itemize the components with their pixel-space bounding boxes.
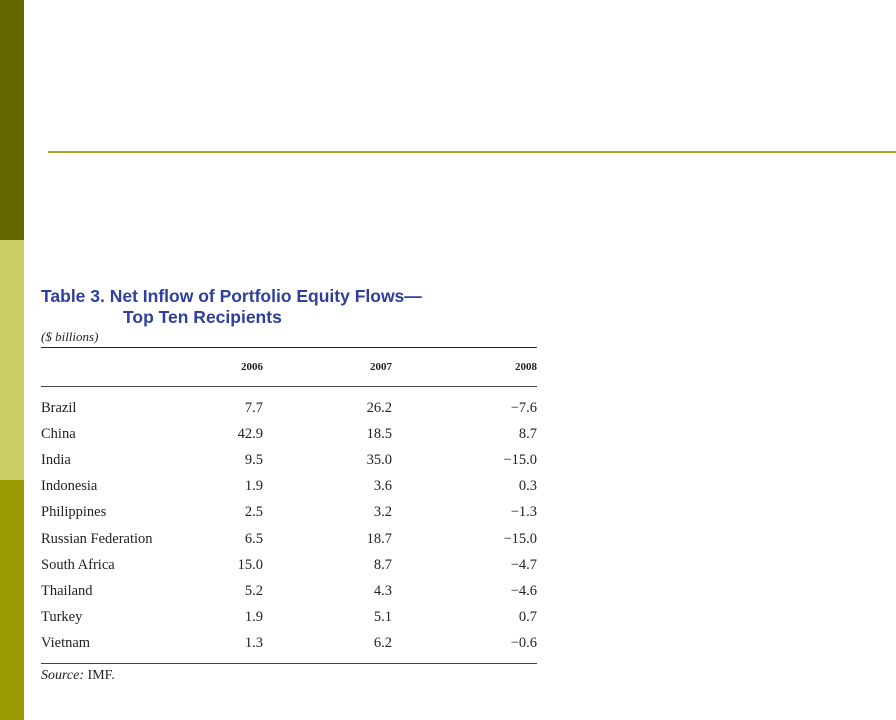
value-2007-cell: 8.7 xyxy=(373,556,392,573)
table-title-line2: Top Ten Recipients xyxy=(123,307,282,327)
value-2007-cell: 3.2 xyxy=(373,504,392,521)
table-row: Thailand 5.2 4.3 −4.6 xyxy=(41,578,537,604)
value-2006-cell: 1.9 xyxy=(244,478,263,495)
value-2008-cell: −4.6 xyxy=(510,582,537,599)
value-2007-cell: 26.2 xyxy=(366,399,392,416)
value-2008-cell: −4.7 xyxy=(510,556,537,573)
value-2008-cell: −15.0 xyxy=(503,451,537,468)
table-title: Table 3. Net Inflow of Portfolio Equity … xyxy=(41,286,537,328)
value-2006-cell: 2.5 xyxy=(244,504,263,521)
table-units: ($ billions) xyxy=(41,329,99,344)
value-2006-cell: 15.0 xyxy=(237,556,263,573)
data-table: Brazil 7.7 26.2 −7.6 China 42.9 18.5 8.7 India 9.… xyxy=(41,395,537,657)
country-cell: Brazil xyxy=(41,399,77,416)
country-cell: India xyxy=(41,451,71,468)
country-cell: Vietnam xyxy=(41,635,91,652)
value-2006-cell: 42.9 xyxy=(237,425,263,442)
value-2007-cell: 18.5 xyxy=(366,425,392,442)
table-row: South Africa 15.0 8.7 −4.7 xyxy=(41,552,537,578)
table-row: India 9.5 35.0 −15.0 xyxy=(41,447,537,473)
value-2007-cell: 35.0 xyxy=(366,451,392,468)
sidebar-accent-top xyxy=(0,0,24,240)
country-cell: China xyxy=(41,425,76,442)
table-header-row: 2006 2007 2008 xyxy=(41,348,537,386)
table-top-rule xyxy=(41,347,537,348)
table-row: Philippines 2.5 3.2 −1.3 xyxy=(41,500,537,526)
column-header-2007: 2007 xyxy=(370,361,392,373)
value-2008-cell: 8.7 xyxy=(518,425,537,442)
country-cell: Indonesia xyxy=(41,478,98,495)
source-label: Source: xyxy=(41,667,85,683)
country-cell: Turkey xyxy=(41,609,83,626)
country-cell: Thailand xyxy=(41,582,93,599)
value-2006-cell: 9.5 xyxy=(244,451,263,468)
country-cell: Philippines xyxy=(41,504,107,521)
value-2008-cell: −7.6 xyxy=(510,399,537,416)
table-header-rule xyxy=(41,386,537,387)
column-header-2008: 2008 xyxy=(515,361,537,373)
value-2006-cell: 1.3 xyxy=(244,635,263,652)
value-2007-cell: 4.3 xyxy=(373,582,392,599)
value-2007-cell: 3.6 xyxy=(373,478,392,495)
country-cell: South Africa xyxy=(41,556,115,573)
value-2008-cell: 0.7 xyxy=(518,609,537,626)
table-figure: Table 3. Net Inflow of Portfolio Equity … xyxy=(41,286,537,684)
table-row: Turkey 1.9 5.1 0.7 xyxy=(41,605,537,631)
value-2006-cell: 1.9 xyxy=(244,609,263,626)
table-source: Source: IMF. xyxy=(41,668,537,684)
value-2008-cell: −1.3 xyxy=(510,504,537,521)
country-cell: Russian Federation xyxy=(41,530,153,547)
column-header-2006: 2006 xyxy=(241,361,263,373)
value-2007-cell: 18.7 xyxy=(366,530,392,547)
value-2008-cell: −0.6 xyxy=(510,635,537,652)
table-row: Brazil 7.7 26.2 −7.6 xyxy=(41,395,537,421)
sidebar-accent-bottom xyxy=(0,480,24,720)
value-2006-cell: 7.7 xyxy=(244,399,263,416)
table-row: Vietnam 1.3 6.2 −0.6 xyxy=(41,631,537,657)
table-row: Russian Federation 6.5 18.7 −15.0 xyxy=(41,526,537,552)
source-value: IMF. xyxy=(84,667,115,683)
value-2006-cell: 5.2 xyxy=(244,582,263,599)
value-2007-cell: 5.1 xyxy=(373,609,392,626)
table-title-line1: Table 3. Net Inflow of Portfolio Equity … xyxy=(41,286,422,306)
value-2007-cell: 6.2 xyxy=(373,635,392,652)
sidebar-accent-middle xyxy=(0,240,24,480)
slide-divider-line xyxy=(48,151,896,153)
table-row: China 42.9 18.5 8.7 xyxy=(41,421,537,447)
value-2006-cell: 6.5 xyxy=(244,530,263,547)
table-row: Indonesia 1.9 3.6 0.3 xyxy=(41,474,537,500)
value-2008-cell: −15.0 xyxy=(503,530,537,547)
table-bottom-rule xyxy=(41,662,537,664)
value-2008-cell: 0.3 xyxy=(518,478,537,495)
